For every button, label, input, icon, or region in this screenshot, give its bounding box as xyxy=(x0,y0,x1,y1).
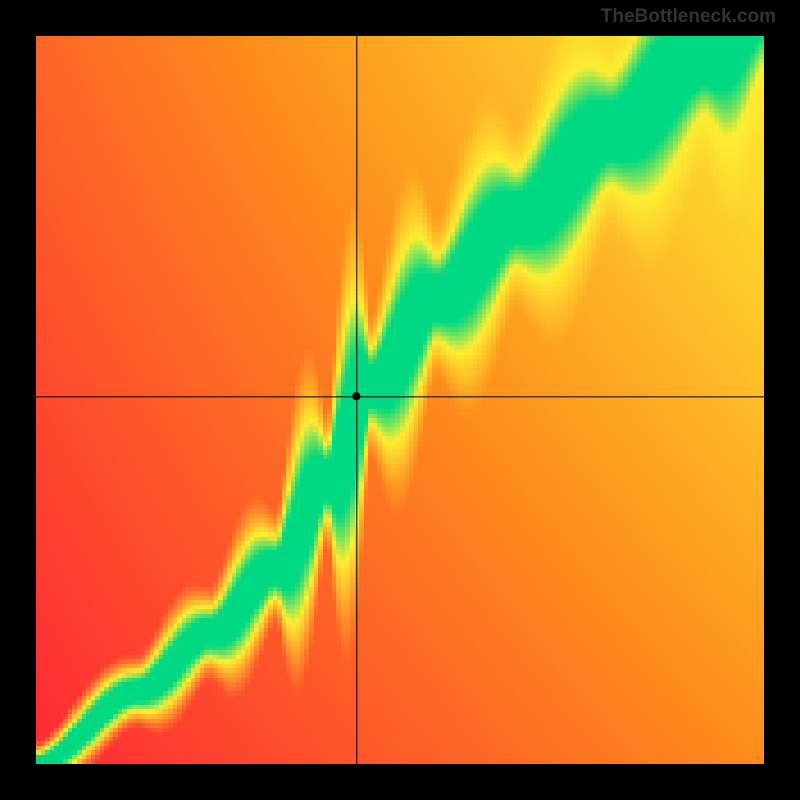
heatmap-canvas xyxy=(36,36,764,764)
watermark-label: TheBottleneck.com xyxy=(601,6,776,28)
